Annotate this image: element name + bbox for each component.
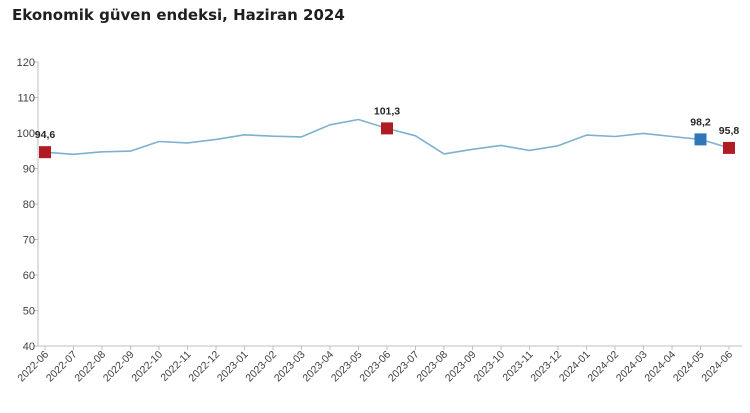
y-tick-label: 40 xyxy=(23,341,35,353)
y-tick-label: 110 xyxy=(17,93,35,105)
x-axis: 2022-062022-072022-082022-092022-102022-… xyxy=(15,346,742,384)
y-tick-label: 120 xyxy=(17,57,35,69)
y-tick-label: 80 xyxy=(23,199,35,211)
y-tick-label: 90 xyxy=(23,164,35,176)
data-point-label: 94,6 xyxy=(35,129,56,141)
y-tick-label: 100 xyxy=(17,128,35,140)
data-point-label: 98,2 xyxy=(690,116,711,128)
y-tick-label: 70 xyxy=(23,235,35,247)
data-point-label: 95,8 xyxy=(719,125,740,137)
x-tick-label: 2022-10 xyxy=(129,349,165,385)
data-point-marker xyxy=(39,146,51,158)
x-tick-label: 2024-06 xyxy=(699,349,735,385)
data-point-marker xyxy=(381,122,393,134)
x-tick-label: 2023-10 xyxy=(471,349,507,385)
y-tick-label: 50 xyxy=(23,306,35,318)
line-chart: 40 50 60 70 80 90 100 110 120 2022-062022-072022… xyxy=(0,0,750,413)
data-point-marker xyxy=(723,142,735,154)
y-tick-label: 60 xyxy=(23,270,35,282)
marker-layer: 94,6 101,3 98,2 95,8 xyxy=(35,105,740,158)
data-point-label: 101,3 xyxy=(374,105,400,117)
data-point-marker xyxy=(695,133,707,145)
y-axis: 40 50 60 70 80 90 100 110 120 xyxy=(17,57,38,353)
